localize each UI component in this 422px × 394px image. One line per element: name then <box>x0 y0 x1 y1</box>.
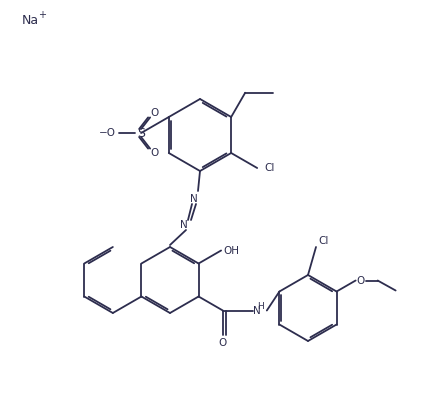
Text: S: S <box>137 126 145 139</box>
Text: N: N <box>253 305 261 316</box>
Text: OH: OH <box>223 245 239 255</box>
Text: N: N <box>190 194 198 204</box>
Text: N: N <box>180 220 188 230</box>
Text: Na: Na <box>22 13 39 26</box>
Text: O: O <box>150 148 158 158</box>
Text: +: + <box>38 10 46 20</box>
Text: Cl: Cl <box>319 236 329 246</box>
Text: −O: −O <box>99 128 116 138</box>
Text: O: O <box>219 338 227 349</box>
Text: H: H <box>257 302 264 311</box>
Text: O: O <box>357 275 365 286</box>
Text: O: O <box>150 108 158 119</box>
Text: Cl: Cl <box>264 163 274 173</box>
